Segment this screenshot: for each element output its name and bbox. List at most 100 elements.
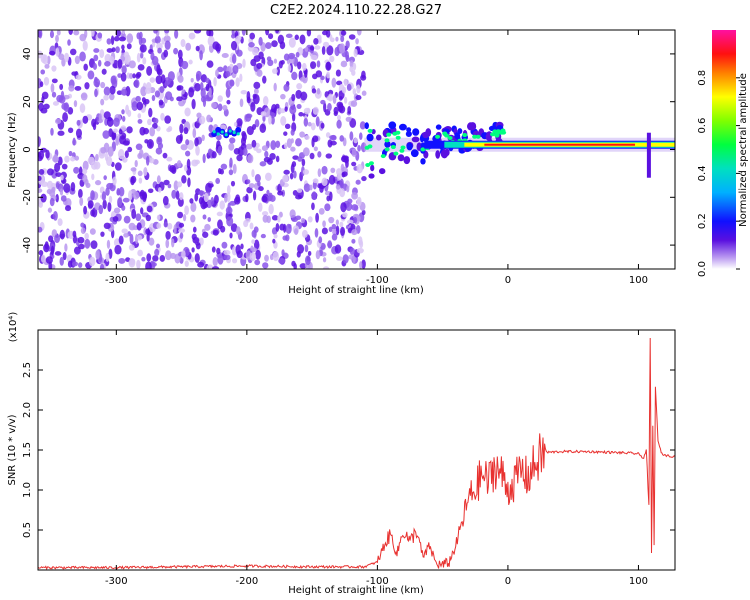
snr-frame	[37, 329, 676, 571]
noise-blob	[134, 79, 140, 89]
noise-blob	[265, 30, 270, 36]
noise-blob	[309, 152, 315, 160]
noise-blob	[118, 36, 126, 42]
noise-blob	[230, 223, 238, 233]
noise-blob	[259, 123, 267, 134]
noise-blob	[95, 153, 99, 162]
noise-blob	[62, 112, 68, 123]
noise-blob	[340, 202, 347, 213]
noise-blob	[310, 122, 316, 131]
noise-blob	[49, 30, 54, 39]
noise-blob	[145, 261, 152, 269]
band-blob	[420, 158, 426, 165]
noise-blob	[344, 96, 348, 104]
noise-blob	[95, 249, 100, 260]
noise-blob	[144, 139, 149, 144]
noise-blob	[313, 37, 319, 45]
noise-blob	[137, 118, 143, 124]
noise-blob	[336, 119, 342, 129]
noise-blob	[273, 58, 278, 64]
noise-blob	[253, 88, 259, 95]
noise-blob	[128, 244, 135, 251]
noise-blob	[205, 83, 210, 92]
noise-blob	[248, 42, 255, 48]
noise-blob	[38, 168, 45, 175]
noise-blob	[71, 71, 78, 76]
snr-x-tick-label: 0	[505, 576, 511, 587]
noise-blob	[211, 102, 217, 109]
noise-blob	[332, 94, 337, 104]
colorbar: 0.0 0.2 0.4 0.6 0.8 Normalized spectral ampl…	[697, 30, 749, 277]
noise-blob	[51, 78, 58, 84]
noise-blob	[150, 52, 155, 61]
noise-blob	[318, 236, 323, 244]
noise-blob	[59, 188, 64, 196]
noise-blob	[296, 83, 303, 90]
noise-blob	[269, 153, 276, 160]
noise-blob	[184, 107, 191, 117]
noise-blob	[147, 188, 154, 194]
noise-blob	[231, 53, 237, 64]
noise-blob	[157, 47, 162, 54]
noise-blob	[134, 160, 138, 168]
noise-blob	[98, 204, 104, 215]
noise-blob	[56, 30, 61, 36]
noise-blob	[146, 205, 153, 213]
snr-series-line	[38, 337, 675, 570]
noise-blob	[154, 248, 160, 257]
band-blob	[384, 141, 391, 148]
noise-blob	[145, 155, 150, 166]
noise-blob	[106, 239, 111, 249]
noise-blob	[275, 155, 280, 163]
noise-blob	[156, 42, 163, 50]
noise-blob	[137, 234, 143, 241]
noise-blob	[245, 193, 249, 203]
noise-blob	[232, 258, 238, 264]
noise-blob	[103, 222, 111, 230]
noise-blob	[285, 33, 293, 39]
noise-blob	[259, 161, 267, 167]
noise-blob	[328, 226, 333, 232]
noise-blob	[191, 247, 195, 253]
noise-blob	[173, 224, 177, 235]
noise-blob	[204, 96, 212, 102]
figure-title: C2E2.2024.110.22.28.G27	[270, 3, 442, 18]
noise-blob	[103, 86, 111, 96]
band-green-blob	[386, 132, 392, 137]
noise-blob	[202, 214, 207, 220]
noise-blob	[94, 180, 102, 186]
noise-blob	[321, 165, 328, 175]
noise-blob	[262, 214, 269, 223]
noise-blob	[246, 125, 254, 136]
noise-blob	[284, 142, 288, 150]
noise-blob	[162, 195, 169, 206]
noise-blob	[177, 49, 183, 60]
spectrogram-x-tick-label: -200	[236, 275, 259, 286]
spectrogram-y-tick-label: 0	[22, 146, 33, 152]
noise-blob	[356, 247, 364, 254]
noise-blob	[315, 212, 319, 223]
noise-blob	[217, 254, 224, 265]
noise-blob	[290, 129, 295, 136]
noise-blob	[128, 190, 133, 201]
noise-blob	[84, 82, 90, 90]
noise-blob	[115, 46, 120, 54]
noise-blob	[100, 231, 105, 237]
noise-blob	[87, 70, 95, 80]
spectrogram-x-tick-label: -100	[366, 275, 389, 286]
snr-y-tick-label: 1.0	[22, 482, 33, 498]
noise-blob	[202, 96, 207, 108]
band-blob	[406, 142, 413, 151]
feature-core	[220, 130, 224, 134]
noise-blob	[57, 130, 65, 136]
noise-blob	[349, 131, 354, 141]
noise-blob	[77, 236, 85, 244]
noise-blob	[239, 73, 243, 82]
noise-blob	[312, 106, 319, 115]
noise-blob	[293, 228, 299, 235]
noise-blob	[337, 114, 342, 121]
noise-blob	[326, 61, 331, 70]
noise-blob	[254, 119, 260, 128]
noise-blob	[188, 87, 195, 98]
noise-blob	[271, 215, 279, 221]
